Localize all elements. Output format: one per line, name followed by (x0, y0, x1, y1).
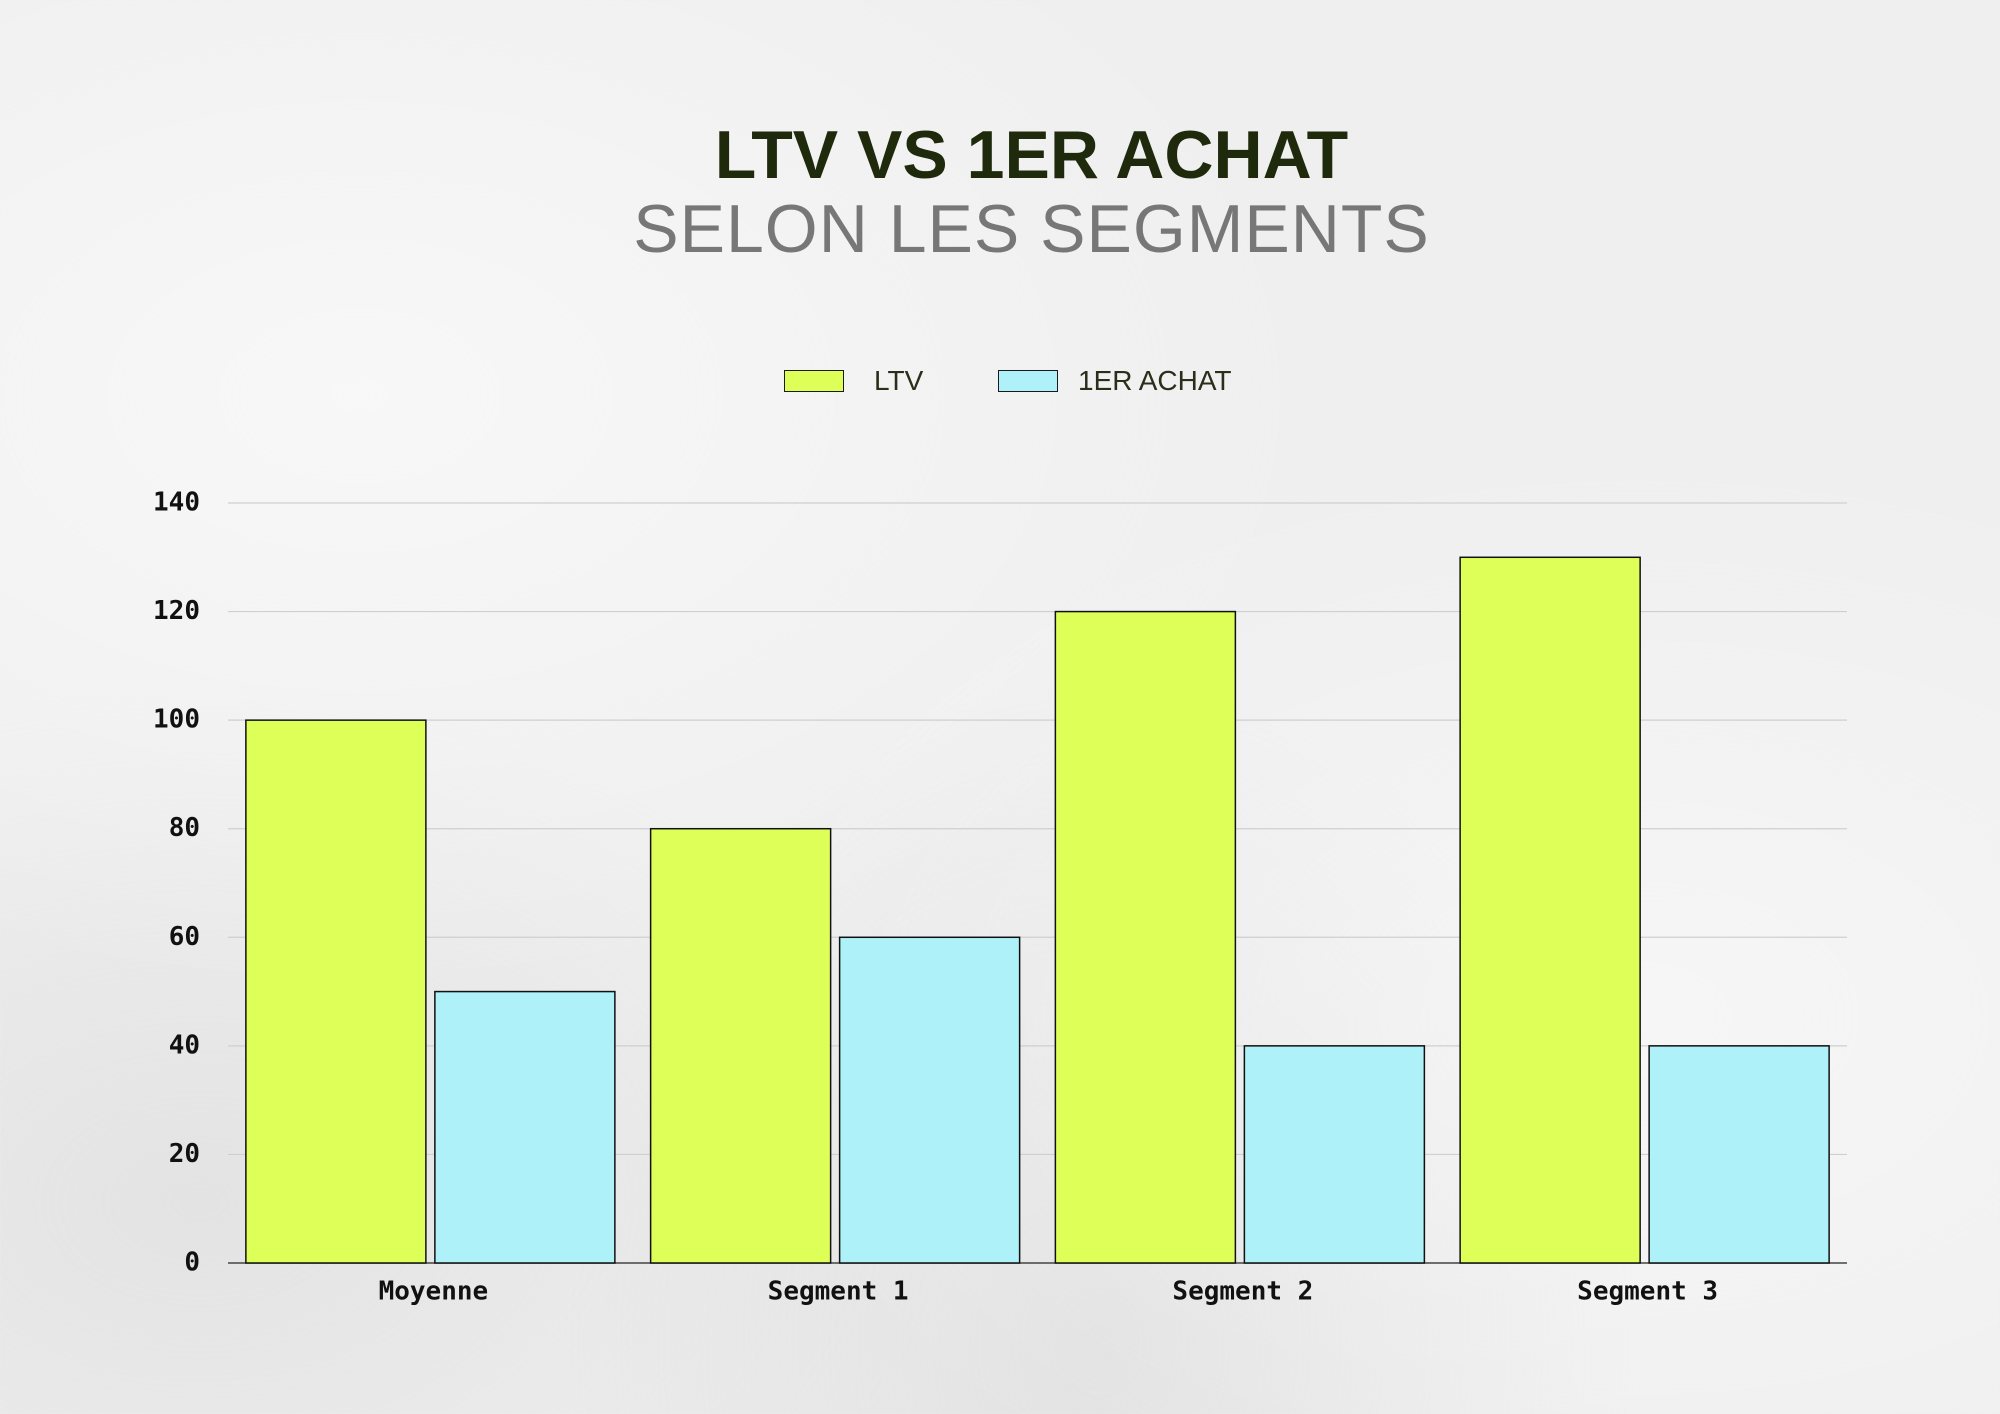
bar-ltv-3 (1054, 610, 1237, 1264)
y-tick-label-140: 140 (153, 488, 200, 518)
bar-ltv-2 (649, 827, 832, 1264)
y-tick-label-60: 60 (169, 922, 200, 952)
chart-title-block: LTV VS 1ER ACHAT SELON LES SEGMENTS (0, 118, 2000, 266)
x-tick-label-3: Segment 2 (1172, 1277, 1313, 1307)
y-tick-label-20: 20 (169, 1139, 200, 1169)
chart-title: LTV VS 1ER ACHAT (714, 117, 1349, 193)
x-tick-label-2: Segment 1 (768, 1277, 909, 1307)
bar-1er-achat-4 (1648, 1045, 1830, 1264)
legend-label-1er-achat: 1ER ACHAT (1078, 365, 1232, 396)
x-tick-label-1: Moyenne (379, 1277, 489, 1307)
chart-subtitle: SELON LES SEGMENTS (633, 191, 1430, 267)
bar-1er-achat-3 (1243, 1045, 1426, 1264)
bar-ltv-1 (245, 719, 427, 1264)
y-tick-label-120: 120 (153, 596, 200, 626)
bar-1er-achat-1 (434, 990, 616, 1264)
y-tick-label-80: 80 (169, 813, 200, 843)
y-tick-label-40: 40 (169, 1030, 200, 1060)
bar-ltv-4 (1459, 556, 1641, 1264)
legend-label-ltv: LTV (874, 365, 924, 396)
bar-1er-achat-2 (838, 936, 1021, 1264)
legend-swatch-ltv (784, 370, 844, 392)
legend-swatch-1er-achat (998, 370, 1058, 392)
x-tick-label-4: Segment 3 (1577, 1277, 1718, 1307)
y-tick-label-100: 100 (153, 705, 200, 735)
y-tick-label-0: 0 (184, 1248, 200, 1278)
